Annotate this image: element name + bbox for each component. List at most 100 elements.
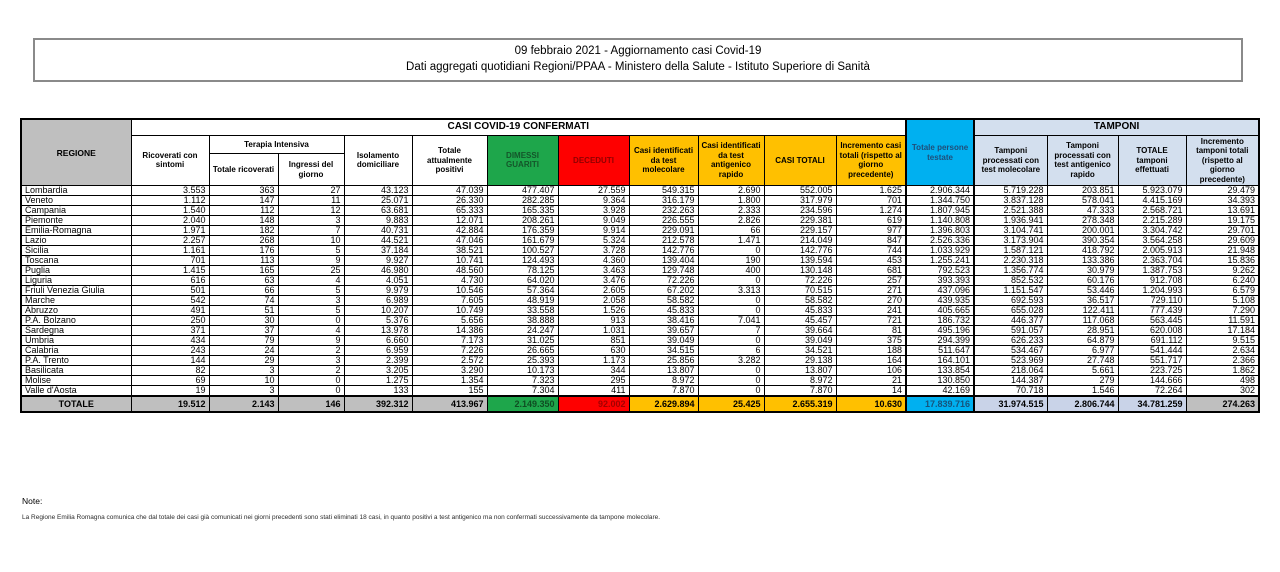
- value-cell: 9: [277, 255, 345, 267]
- value-cell: 39.657: [628, 325, 699, 337]
- value-cell: 4.360: [557, 255, 630, 267]
- table-row: Marche 542 74 3 6.989 7.605 48.919 2.058 58.582 0…: [20, 295, 1260, 307]
- value-cell: 2.005.913: [1117, 245, 1187, 257]
- value-cell: 8.972: [763, 375, 837, 387]
- value-cell: 282.285: [486, 195, 559, 207]
- value-cell: 45.457: [763, 315, 837, 327]
- value-cell: 578.041: [1046, 195, 1119, 207]
- table-row: Lombardia 3.553 363 27 43.123 47.039 477.407 27…: [20, 185, 1260, 197]
- region-name: Umbria: [20, 335, 132, 347]
- value-cell: 3.476: [557, 275, 630, 287]
- value-cell: 3.313: [697, 285, 765, 297]
- header-totale-tamponi: TOTALE tamponi effettuati: [1117, 134, 1187, 187]
- value-cell: 0: [277, 375, 345, 387]
- totale-value-cell: 413.967: [411, 395, 488, 414]
- value-cell: 563.445: [1117, 315, 1187, 327]
- value-cell: 34.393: [1185, 195, 1260, 207]
- value-cell: 9.914: [557, 225, 630, 237]
- value-cell: 2.399: [343, 355, 413, 367]
- value-cell: 477.407: [486, 185, 559, 197]
- totale-value-cell: 274.263: [1185, 395, 1260, 414]
- value-cell: 148: [208, 215, 279, 227]
- value-cell: 72.226: [763, 275, 837, 287]
- value-cell: 271: [835, 285, 907, 297]
- value-cell: 38.888: [486, 315, 559, 327]
- value-cell: 46.980: [343, 265, 413, 277]
- value-cell: 792.523: [905, 265, 976, 277]
- value-cell: 375: [835, 335, 907, 347]
- value-cell: 64.020: [486, 275, 559, 287]
- value-cell: 48.919: [486, 295, 559, 307]
- value-cell: 10.749: [411, 305, 488, 317]
- value-cell: 30: [208, 315, 279, 327]
- value-cell: 232.263: [628, 205, 699, 217]
- value-cell: 69: [130, 375, 210, 387]
- value-cell: 38.521: [411, 245, 488, 257]
- value-cell: 28.951: [1046, 325, 1119, 337]
- value-cell: 1.161: [130, 245, 210, 257]
- value-cell: 25.856: [628, 355, 699, 367]
- totale-value-cell: 19.512: [130, 395, 210, 414]
- value-cell: 133.854: [905, 365, 976, 377]
- value-cell: 6.660: [343, 335, 413, 347]
- value-cell: 241: [835, 305, 907, 317]
- value-cell: 0: [697, 385, 765, 397]
- value-cell: 1.587.121: [973, 245, 1048, 257]
- value-cell: 729.110: [1117, 295, 1187, 307]
- value-cell: 453: [835, 255, 907, 267]
- header-ingressi-giorno: Ingressi del giorno: [277, 153, 345, 187]
- value-cell: 1.415: [130, 265, 210, 277]
- value-cell: 1.140.808: [905, 215, 976, 227]
- value-cell: 72.264: [1117, 385, 1187, 397]
- value-cell: 1.936.941: [973, 215, 1048, 227]
- value-cell: 11: [277, 195, 345, 207]
- value-cell: 182: [208, 225, 279, 237]
- value-cell: 400: [697, 265, 765, 277]
- value-cell: 13.807: [628, 365, 699, 377]
- value-cell: 229.091: [628, 225, 699, 237]
- value-cell: 58.582: [763, 295, 837, 307]
- value-cell: 691.112: [1117, 335, 1187, 347]
- value-cell: 229.381: [763, 215, 837, 227]
- value-cell: 977: [835, 225, 907, 237]
- value-cell: 51: [208, 305, 279, 317]
- region-name: Valle d'Aosta: [20, 385, 132, 397]
- region-name: Campania: [20, 205, 132, 217]
- totale-value-cell: 2.629.894: [628, 395, 699, 414]
- value-cell: 208.261: [486, 215, 559, 227]
- value-cell: 10: [208, 375, 279, 387]
- value-cell: 0: [697, 305, 765, 317]
- value-cell: 42.169: [905, 385, 976, 397]
- region-name: Puglia: [20, 265, 132, 277]
- value-cell: 30.979: [1046, 265, 1119, 277]
- value-cell: 1.354: [411, 375, 488, 387]
- header-tamponi-antigenico: Tamponi processati con test antigenico r…: [1046, 134, 1119, 187]
- value-cell: 144.387: [973, 375, 1048, 387]
- value-cell: 619: [835, 215, 907, 227]
- value-cell: 3.304.742: [1117, 225, 1187, 237]
- value-cell: 511.647: [905, 345, 976, 357]
- value-cell: 122.411: [1046, 305, 1119, 317]
- region-name: Emilia-Romagna: [20, 225, 132, 237]
- notes-text: La Regione Emilia Romagna comunica che d…: [22, 514, 661, 521]
- table-row: Molise 69 10 0 1.275 1.354 7.323 295 8.972 0 8.972…: [20, 375, 1260, 387]
- value-cell: 67.202: [628, 285, 699, 297]
- value-cell: 2.058: [557, 295, 630, 307]
- value-cell: 25: [277, 265, 345, 277]
- header-row-main: Ricoverati con sintomi Terapia Intensiva…: [21, 134, 1260, 187]
- value-cell: 165: [208, 265, 279, 277]
- value-cell: 446.377: [973, 315, 1048, 327]
- value-cell: 82: [130, 365, 210, 377]
- value-cell: 36.517: [1046, 295, 1119, 307]
- value-cell: 534.467: [973, 345, 1048, 357]
- value-cell: 65.333: [411, 205, 488, 217]
- totale-value-cell: 34.781.259: [1117, 395, 1187, 414]
- value-cell: 47.333: [1046, 205, 1119, 217]
- value-cell: 10.741: [411, 255, 488, 267]
- value-cell: 2.906.344: [905, 185, 976, 197]
- value-cell: 250: [130, 315, 210, 327]
- value-cell: 21: [835, 375, 907, 387]
- totale-value-cell: 92.002: [557, 395, 630, 414]
- value-cell: 34.515: [628, 345, 699, 357]
- header-tamponi: TAMPONI: [973, 118, 1260, 136]
